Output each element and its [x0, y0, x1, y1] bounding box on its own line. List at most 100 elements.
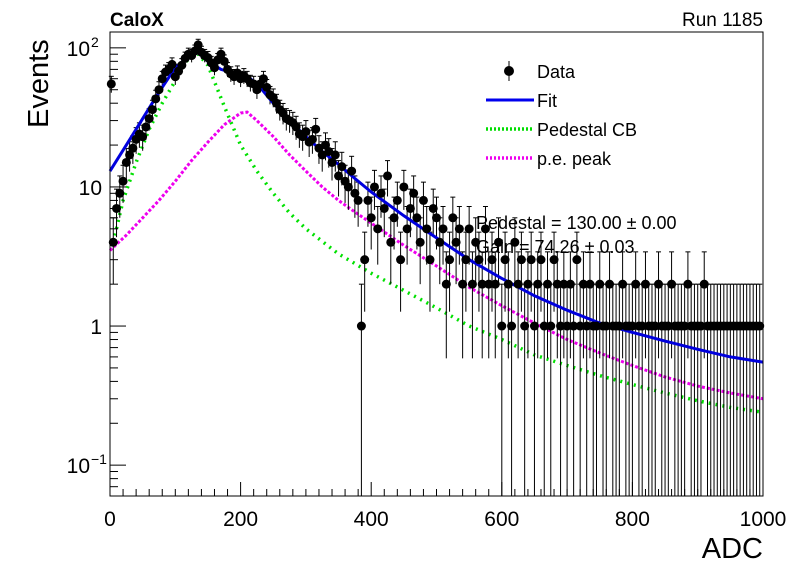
- legend-label: Pedestal CB: [537, 120, 637, 140]
- data-point: [569, 321, 579, 331]
- data-point: [209, 63, 219, 73]
- data-point: [125, 150, 135, 160]
- data-point: [549, 255, 559, 265]
- data-point: [494, 237, 504, 247]
- data-point: [258, 74, 268, 84]
- data-point: [510, 237, 520, 247]
- data-point: [480, 224, 490, 234]
- data-point: [578, 279, 588, 289]
- data-point: [520, 321, 530, 331]
- data-point: [507, 321, 517, 331]
- x-tick-label: 600: [484, 508, 519, 531]
- y-tick-label: 10: [67, 455, 90, 478]
- data-point: [484, 279, 494, 289]
- data-point: [696, 321, 706, 331]
- data-point: [536, 255, 546, 265]
- legend-label: Fit: [537, 91, 557, 111]
- data-point: [490, 279, 500, 289]
- data-point: [533, 279, 543, 289]
- data-point: [405, 203, 415, 213]
- data-point: [154, 85, 164, 95]
- data-point: [543, 279, 553, 289]
- data-point: [396, 255, 406, 265]
- data-point: [618, 279, 628, 289]
- data-point: [337, 162, 347, 172]
- data-point: [539, 321, 549, 331]
- data-point: [334, 171, 344, 181]
- data-point: [428, 203, 438, 213]
- data-point: [605, 279, 615, 289]
- data-point: [402, 224, 412, 234]
- data-point: [144, 114, 154, 124]
- data-point: [755, 321, 765, 331]
- data-series: [106, 40, 765, 331]
- data-point: [347, 166, 357, 176]
- data-point: [193, 40, 203, 50]
- data-point: [559, 279, 569, 289]
- data-point: [461, 255, 471, 265]
- data-point: [418, 195, 428, 205]
- legend-swatch-data: [504, 66, 514, 76]
- data-point: [591, 321, 601, 331]
- x-tick-label: 800: [615, 508, 650, 531]
- data-point: [151, 94, 161, 104]
- y-tick-label: 10: [79, 177, 102, 200]
- data-point: [529, 321, 539, 331]
- data-point: [389, 213, 399, 223]
- data-point: [216, 49, 226, 59]
- data-point: [432, 213, 441, 223]
- data-point: [327, 157, 337, 167]
- data-point: [412, 213, 422, 223]
- data-point: [425, 255, 435, 265]
- data-point: [503, 279, 513, 289]
- data-point: [422, 224, 432, 234]
- data-point: [353, 195, 363, 205]
- data-point: [585, 279, 595, 289]
- pedestal-cb-series: [111, 52, 764, 415]
- x-tick-label: 1000: [740, 508, 787, 531]
- data-point: [376, 188, 386, 198]
- data-point: [399, 182, 409, 192]
- data-point: [177, 60, 187, 70]
- data-point: [497, 321, 507, 331]
- data-point: [392, 195, 402, 205]
- data-point: [667, 279, 677, 289]
- x-axis: 0 200 400 600 800 1000: [104, 482, 786, 531]
- data-point: [441, 279, 451, 289]
- data-point: [654, 279, 664, 289]
- data-point: [640, 279, 650, 289]
- data-point: [474, 255, 484, 265]
- data-point: [448, 213, 458, 223]
- y-tick-label: 10: [67, 38, 90, 61]
- data-point: [699, 279, 709, 289]
- data-point: [356, 321, 366, 331]
- legend-label: Data: [537, 62, 576, 82]
- pe-peak-line: [108, 110, 764, 401]
- data-point: [556, 321, 566, 331]
- data-point: [415, 237, 425, 247]
- data-point: [467, 279, 477, 289]
- data-point: [572, 255, 582, 265]
- data-point: [650, 321, 660, 331]
- x-tick-label: 0: [104, 508, 116, 531]
- data-point: [582, 321, 592, 331]
- x-tick-label: 400: [354, 508, 389, 531]
- data-point: [360, 255, 370, 265]
- data-point: [106, 79, 116, 89]
- data-point: [627, 321, 637, 331]
- data-point: [369, 182, 379, 192]
- y-axis-label: Events: [23, 39, 55, 128]
- data-point: [307, 134, 317, 144]
- run-label: Run 1185: [682, 10, 763, 31]
- data-point: [438, 224, 448, 234]
- data-point: [637, 321, 647, 331]
- data-point: [445, 255, 455, 265]
- x-tick-label: 200: [223, 508, 258, 531]
- data-point: [680, 321, 690, 331]
- data-point: [451, 237, 461, 247]
- data-point: [523, 279, 533, 289]
- data-point: [373, 224, 383, 234]
